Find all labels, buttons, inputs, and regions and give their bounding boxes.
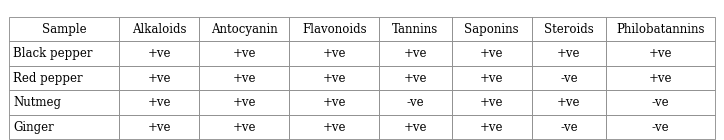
Text: +ve: +ve (148, 47, 171, 60)
Bar (606, 66, 715, 90)
Text: -ve: -ve (652, 96, 670, 109)
Text: Flavonoids: Flavonoids (302, 23, 366, 36)
Text: Black pepper: Black pepper (13, 47, 93, 60)
Bar (606, 41, 715, 66)
Text: -ve: -ve (652, 121, 670, 134)
Bar (379, 66, 452, 90)
Text: +ve: +ve (322, 47, 346, 60)
Bar (289, 17, 379, 41)
Text: +ve: +ve (403, 47, 427, 60)
Bar (199, 17, 289, 41)
Bar (289, 66, 379, 90)
Text: +ve: +ve (557, 96, 581, 109)
Text: +ve: +ve (403, 121, 427, 134)
Text: +ve: +ve (649, 72, 673, 85)
Bar (531, 115, 606, 139)
Text: Saponins: Saponins (464, 23, 519, 36)
Bar (289, 115, 379, 139)
Bar (379, 90, 452, 115)
Bar (531, 17, 606, 41)
Bar (289, 41, 379, 66)
Bar (452, 115, 531, 139)
Bar (119, 17, 199, 41)
Bar (452, 41, 531, 66)
Bar (606, 115, 715, 139)
Bar (9, 41, 119, 66)
Text: +ve: +ve (322, 72, 346, 85)
Text: +ve: +ve (480, 72, 503, 85)
Bar (452, 90, 531, 115)
Bar (119, 90, 199, 115)
Text: +ve: +ve (148, 72, 171, 85)
Text: -ve: -ve (407, 96, 424, 109)
Bar (119, 41, 199, 66)
Bar (199, 90, 289, 115)
Text: Ginger: Ginger (13, 121, 54, 134)
Text: Tannins: Tannins (392, 23, 439, 36)
Bar (606, 90, 715, 115)
Bar (531, 41, 606, 66)
Bar (199, 66, 289, 90)
Text: +ve: +ve (480, 47, 503, 60)
Bar (606, 17, 715, 41)
Text: Nutmeg: Nutmeg (13, 96, 61, 109)
Text: +ve: +ve (403, 72, 427, 85)
Text: Antocyanin: Antocyanin (211, 23, 277, 36)
Text: Philobatannins: Philobatannins (617, 23, 705, 36)
Text: -ve: -ve (560, 121, 578, 134)
Text: +ve: +ve (322, 96, 346, 109)
Text: Sample: Sample (42, 23, 86, 36)
Bar (379, 17, 452, 41)
Bar (9, 17, 119, 41)
Text: +ve: +ve (322, 121, 346, 134)
Bar (531, 90, 606, 115)
Bar (9, 66, 119, 90)
Bar (9, 115, 119, 139)
Text: +ve: +ve (148, 121, 171, 134)
Bar (119, 66, 199, 90)
Text: +ve: +ve (232, 47, 256, 60)
Bar (379, 41, 452, 66)
Text: Steroids: Steroids (544, 23, 594, 36)
Text: +ve: +ve (232, 121, 256, 134)
Bar (289, 90, 379, 115)
Bar (452, 66, 531, 90)
Text: +ve: +ve (232, 72, 256, 85)
Bar (452, 17, 531, 41)
Text: +ve: +ve (480, 96, 503, 109)
Bar (9, 90, 119, 115)
Text: +ve: +ve (232, 96, 256, 109)
Text: +ve: +ve (480, 121, 503, 134)
Text: Red pepper: Red pepper (13, 72, 83, 85)
Text: +ve: +ve (649, 47, 673, 60)
Text: +ve: +ve (148, 96, 171, 109)
Bar (199, 115, 289, 139)
Bar (199, 41, 289, 66)
Text: -ve: -ve (560, 72, 578, 85)
Text: Alkaloids: Alkaloids (132, 23, 187, 36)
Text: +ve: +ve (557, 47, 581, 60)
Bar (379, 115, 452, 139)
Bar (119, 115, 199, 139)
Bar (531, 66, 606, 90)
